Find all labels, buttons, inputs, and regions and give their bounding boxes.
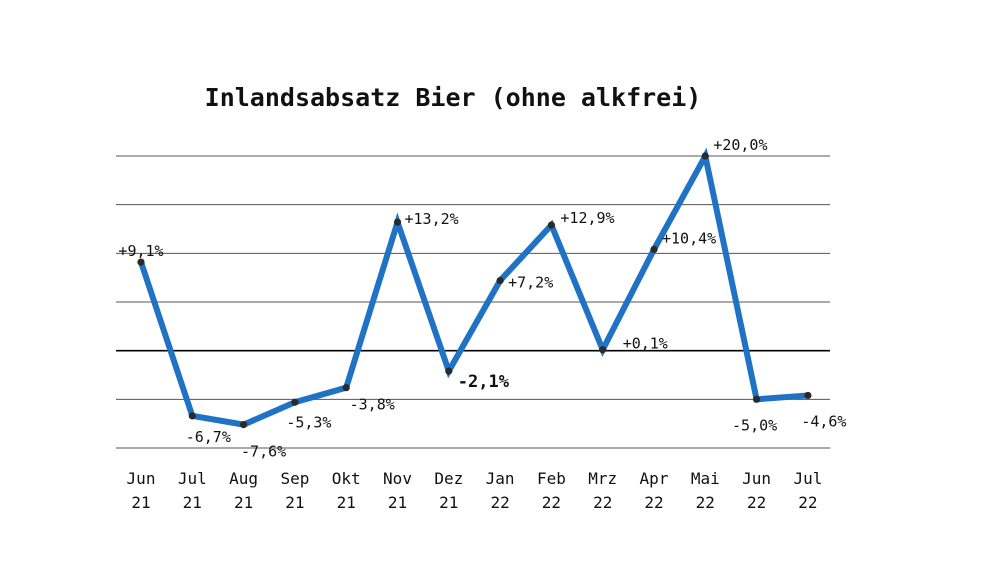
data-point [804,391,812,400]
x-tick-label-year: 21 [183,493,202,512]
series-line-group [138,147,811,428]
x-tick-label: Jul [793,469,822,488]
data-point [701,152,709,160]
data-label: +12,9% [560,209,614,227]
data-labels: +9,1% -6,7% -7,6%-5,3% -3,8% +13,2% -2,1% +7,2… [118,136,846,461]
x-tick-label: Mrz [588,469,617,488]
data-point [496,276,504,285]
x-tick-label-year: 21 [285,493,304,512]
data-point [753,395,761,403]
x-tick-label: Jun [742,469,771,488]
x-tick-label: Jun [127,469,156,488]
data-label: -2,1% [458,372,510,392]
data-point [445,367,453,375]
x-tick-label: Aug [229,469,258,488]
series-line [138,147,811,428]
data-label: +13,2% [405,210,459,228]
x-tick-label-year: 22 [644,493,663,512]
x-tick-label-year: 22 [798,493,817,512]
data-label: -6,7% [186,428,231,446]
data-markers [137,152,812,429]
chart-title: Inlandsabsatz Bier (ohne alkfrei) [205,83,702,112]
x-axis-tick-labels: Jun 21 Jul 21 Aug 21 Sep 21 Okt 21 Nov 21 Dez 21 Jan 22… [127,469,823,512]
data-point [240,421,248,429]
x-tick-label-year: 22 [696,493,715,512]
x-tick-label: Feb [537,469,566,488]
data-label: +10,4% [662,229,716,247]
x-tick-label: Sep [280,469,309,488]
x-tick-label: Mai [691,469,720,488]
x-tick-label-year: 22 [747,493,766,512]
data-point [291,398,299,406]
x-tick-label: Jan [486,469,515,488]
data-point [137,258,145,266]
data-label: +20,0% [713,136,767,154]
data-label: +7,2% [508,274,553,292]
x-tick-label-year: 21 [234,493,253,512]
data-label: +9,1% [118,242,163,260]
x-tick-label-year: 21 [131,493,150,512]
x-tick-label: Okt [332,469,361,488]
data-label: -5,3% [286,413,331,431]
x-tick-label-year: 21 [337,493,356,512]
data-point [547,221,556,229]
x-tick-label: Jul [178,469,207,488]
data-point [188,412,196,420]
x-tick-label-year: 22 [542,493,561,512]
data-point [342,384,350,392]
gridlines [116,155,830,449]
x-tick-label-year: 22 [490,493,509,512]
x-tick-label: Apr [640,469,669,488]
data-label: -4,6% [801,412,846,430]
x-tick-label-year: 21 [388,493,407,512]
data-label: +0,1% [623,335,668,353]
data-point [650,245,658,254]
x-tick-label-year: 21 [439,493,458,512]
x-tick-label: Dez [434,469,463,488]
x-tick-label-year: 22 [593,493,612,512]
data-point [599,346,607,354]
data-label: -5,0% [732,416,777,434]
x-tick-label: Nov [383,469,412,488]
data-point [393,218,402,226]
data-label: -3,8% [350,396,395,414]
data-label: -7,6% [241,443,286,461]
